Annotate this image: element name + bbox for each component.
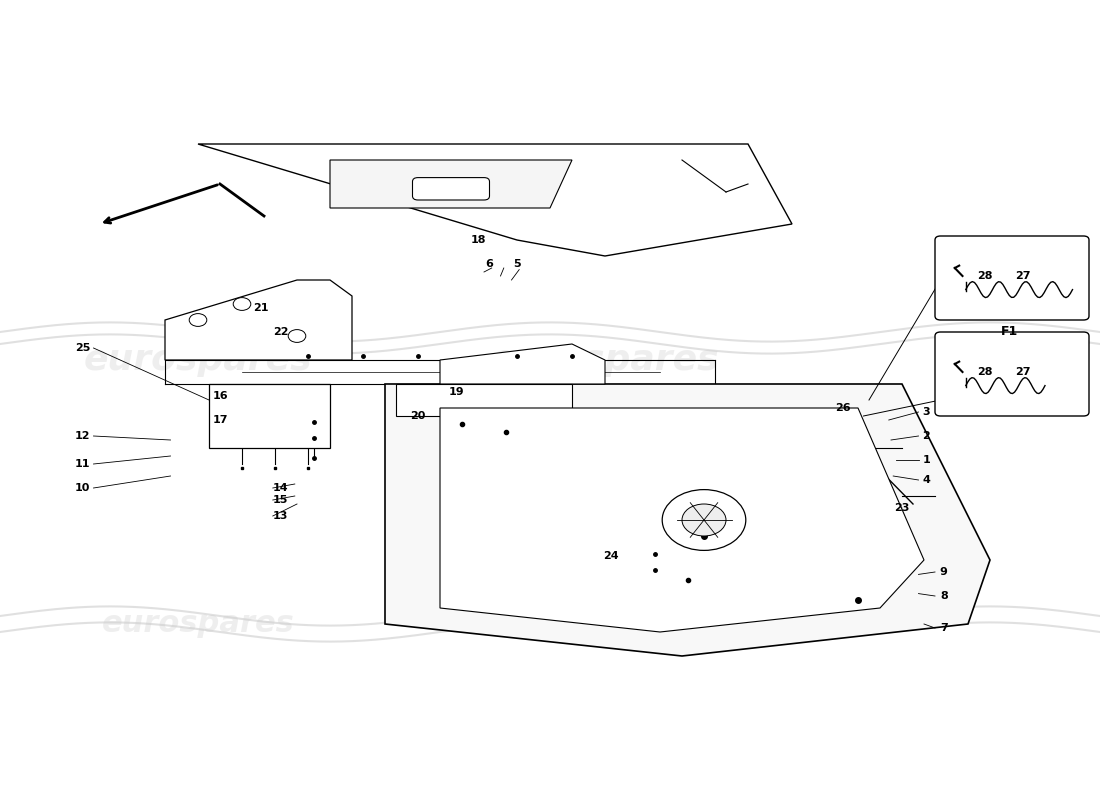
Text: 28: 28	[977, 271, 992, 281]
Text: eurospares: eurospares	[101, 610, 295, 638]
Polygon shape	[330, 160, 572, 208]
Text: 22: 22	[273, 327, 288, 337]
Text: 3: 3	[923, 407, 930, 417]
Text: 2: 2	[922, 431, 931, 441]
Text: 28: 28	[977, 367, 992, 377]
Text: 4: 4	[922, 475, 931, 485]
Polygon shape	[440, 408, 924, 632]
Text: 5: 5	[514, 259, 520, 269]
FancyBboxPatch shape	[935, 332, 1089, 416]
Polygon shape	[385, 384, 990, 656]
Text: 27: 27	[1015, 271, 1031, 281]
Text: 1: 1	[922, 455, 931, 465]
Polygon shape	[396, 384, 572, 416]
FancyBboxPatch shape	[412, 178, 490, 200]
Text: 6: 6	[485, 259, 494, 269]
Circle shape	[682, 504, 726, 536]
Text: 19: 19	[449, 387, 464, 397]
Text: 9: 9	[939, 567, 948, 577]
Text: 16: 16	[212, 391, 228, 401]
Text: eurospares: eurospares	[84, 343, 312, 377]
Polygon shape	[165, 280, 352, 360]
Circle shape	[189, 314, 207, 326]
Text: 7: 7	[939, 623, 948, 633]
Circle shape	[233, 298, 251, 310]
Text: F1: F1	[1001, 325, 1019, 338]
Text: 12: 12	[75, 431, 90, 441]
Text: 23: 23	[894, 503, 910, 513]
Text: 17: 17	[212, 415, 228, 425]
Text: 27: 27	[1015, 367, 1031, 377]
Text: 15: 15	[273, 495, 288, 505]
Text: 8: 8	[939, 591, 948, 601]
Text: eurospares: eurospares	[585, 610, 779, 638]
Text: 14: 14	[273, 483, 288, 493]
Polygon shape	[209, 384, 330, 448]
Text: 20: 20	[410, 411, 426, 421]
Text: 25: 25	[75, 343, 90, 353]
Polygon shape	[198, 144, 792, 256]
Text: 26: 26	[835, 403, 850, 413]
FancyBboxPatch shape	[935, 236, 1089, 320]
Text: 10: 10	[75, 483, 90, 493]
Circle shape	[662, 490, 746, 550]
Text: eurospares: eurospares	[491, 343, 719, 377]
Circle shape	[288, 330, 306, 342]
Text: 21: 21	[253, 303, 268, 313]
Text: 18: 18	[471, 235, 486, 245]
Text: 13: 13	[273, 511, 288, 521]
Polygon shape	[440, 344, 605, 384]
Text: 11: 11	[75, 459, 90, 469]
Text: 24: 24	[603, 551, 618, 561]
